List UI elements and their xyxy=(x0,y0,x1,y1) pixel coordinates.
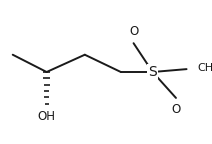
Text: CH3: CH3 xyxy=(197,63,212,73)
Text: S: S xyxy=(148,65,157,79)
Text: OH: OH xyxy=(38,110,56,123)
Text: O: O xyxy=(129,25,138,38)
Text: O: O xyxy=(171,103,181,116)
